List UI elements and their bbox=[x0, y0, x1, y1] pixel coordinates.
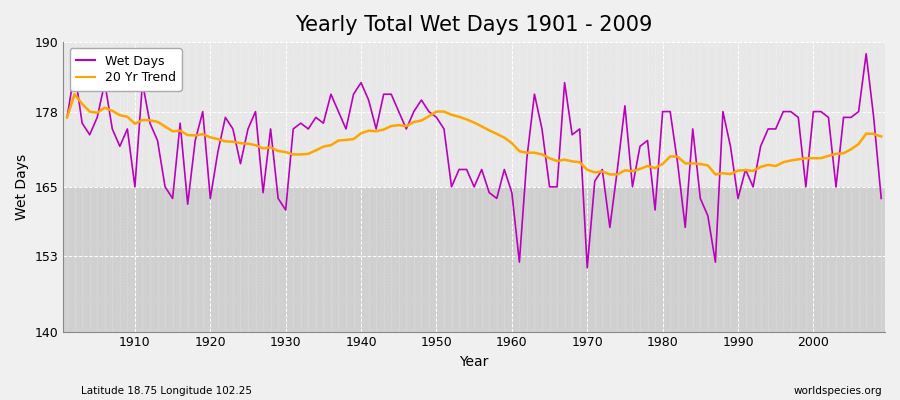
Text: Latitude 18.75 Longitude 102.25: Latitude 18.75 Longitude 102.25 bbox=[81, 386, 252, 396]
X-axis label: Year: Year bbox=[460, 355, 489, 369]
Y-axis label: Wet Days: Wet Days bbox=[15, 154, 29, 220]
Title: Yearly Total Wet Days 1901 - 2009: Yearly Total Wet Days 1901 - 2009 bbox=[295, 15, 652, 35]
Text: worldspecies.org: worldspecies.org bbox=[794, 386, 882, 396]
Bar bbox=[63, 187, 885, 332]
Legend: Wet Days, 20 Yr Trend: Wet Days, 20 Yr Trend bbox=[69, 48, 182, 91]
